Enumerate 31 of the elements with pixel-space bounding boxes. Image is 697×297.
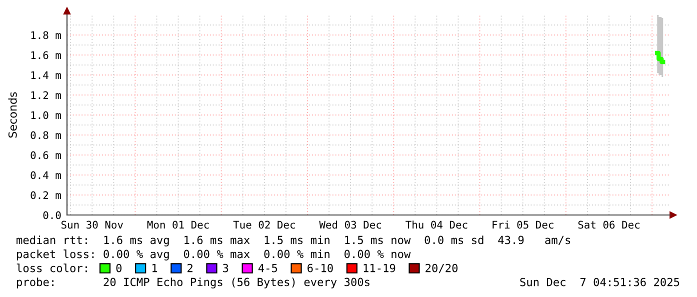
x-tick-label: Mon 01 Dec bbox=[147, 220, 209, 229]
legend-title: loss color: bbox=[16, 264, 87, 272]
y-tick-label: 1.0 m bbox=[31, 111, 61, 120]
legend-label: 1 bbox=[152, 264, 158, 272]
legend-label: 11-19 bbox=[364, 264, 396, 272]
y-tick-label: 1.2 m bbox=[31, 91, 61, 99]
legend-label: 6-10 bbox=[308, 264, 333, 272]
legend-label: 0 bbox=[116, 264, 122, 272]
x-tick-label: Sat 06 Dec bbox=[578, 220, 640, 229]
text: packet loss: 0.00 % avg 0.00 % max 0.00 % min 0.00 % now bbox=[17, 250, 411, 260]
y-tick-label: 1.6 m bbox=[31, 51, 61, 60]
legend-label: 2 bbox=[188, 264, 192, 272]
text: median rtt: 1.6 ms avg 1.6 ms max 1.5 ms min 1.5 ms now 0.0 ms sd 43.9 am/s bbox=[16, 236, 570, 246]
x-tick-label: Wed 03 Dec bbox=[319, 220, 382, 229]
y-tick-label: 0.4 m bbox=[30, 171, 61, 180]
legend-label: 4-5 bbox=[258, 264, 278, 272]
x-tick-label: Sun 30 Nov bbox=[61, 220, 123, 229]
text: Sun Dec 7 04:51:36 2025 bbox=[520, 278, 680, 286]
y-tick-label: 1.4 m bbox=[31, 71, 61, 79]
x-tick-label: Fri 05 Dec bbox=[492, 220, 554, 229]
y-tick-label: 0.0 bbox=[43, 211, 61, 220]
legend-label: 3 bbox=[223, 264, 228, 272]
legend-label: 20/20 bbox=[426, 264, 458, 274]
x-tick-label: Thu 04 Dec bbox=[406, 220, 468, 229]
y-tick-label: 1.8 m bbox=[31, 31, 61, 40]
y-axis-title: Seconds bbox=[8, 92, 17, 138]
y-tick-label: 0.2 m bbox=[30, 191, 61, 200]
y-tick-label: 0.6 m bbox=[30, 151, 61, 160]
text: probe: 20 ICMP Echo Pings (56 Bytes) every 300s bbox=[17, 278, 370, 288]
y-tick-label: 0.8 m bbox=[30, 131, 61, 140]
x-tick-label: Tue 02 Dec bbox=[233, 220, 295, 229]
